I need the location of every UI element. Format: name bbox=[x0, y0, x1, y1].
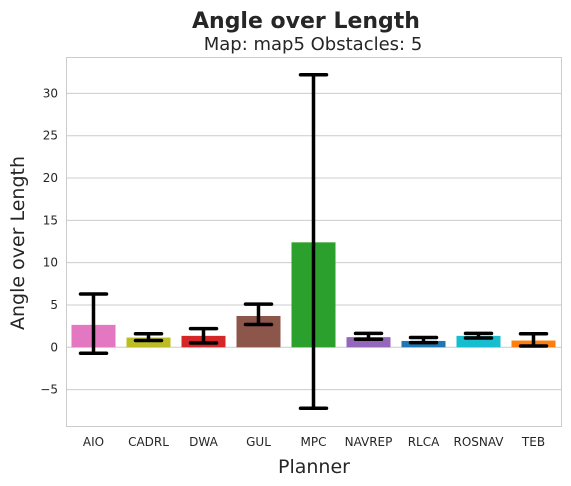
x-tick-label: GUL bbox=[246, 435, 271, 449]
y-tick-label: 20 bbox=[43, 171, 58, 185]
bar-navrep bbox=[346, 337, 391, 348]
x-tick-labels: AIO CADRL DWA GUL MPC NAVREP RLCA ROSNAV TEB bbox=[83, 435, 545, 449]
y-tick-label: 5 bbox=[50, 298, 58, 312]
x-tick-label: MPC bbox=[301, 435, 327, 449]
x-axis-label: Planner bbox=[278, 456, 350, 478]
bar-cadrl bbox=[126, 337, 171, 348]
y-tick-label: −5 bbox=[40, 383, 58, 397]
y-tick-label: 0 bbox=[50, 340, 58, 354]
error-bars bbox=[78, 73, 549, 410]
x-tick-label: AIO bbox=[83, 435, 104, 449]
y-tick-label: 30 bbox=[43, 86, 58, 100]
y-tick-label: 10 bbox=[43, 256, 58, 270]
x-tick-label: ROSNAV bbox=[453, 435, 504, 449]
x-tick-label: RLCA bbox=[408, 435, 440, 449]
chart-title: Angle over Length bbox=[192, 9, 420, 34]
plot-area-frame bbox=[66, 57, 562, 427]
x-tick-label: CADRL bbox=[128, 435, 169, 449]
x-tick-label: TEB bbox=[521, 435, 545, 449]
y-tick-labels: −5 0 5 10 15 20 25 30 bbox=[40, 86, 58, 396]
y-tick-label: 15 bbox=[43, 213, 58, 227]
chart-subtitle: Map: map5 Obstacles: 5 bbox=[204, 34, 423, 55]
bar-rosnav bbox=[456, 335, 501, 348]
x-tick-label: DWA bbox=[189, 435, 218, 449]
y-tick-label: 25 bbox=[43, 129, 58, 143]
y-axis-label: Angle over Length bbox=[7, 156, 29, 330]
x-tick-label: NAVREP bbox=[345, 435, 393, 449]
